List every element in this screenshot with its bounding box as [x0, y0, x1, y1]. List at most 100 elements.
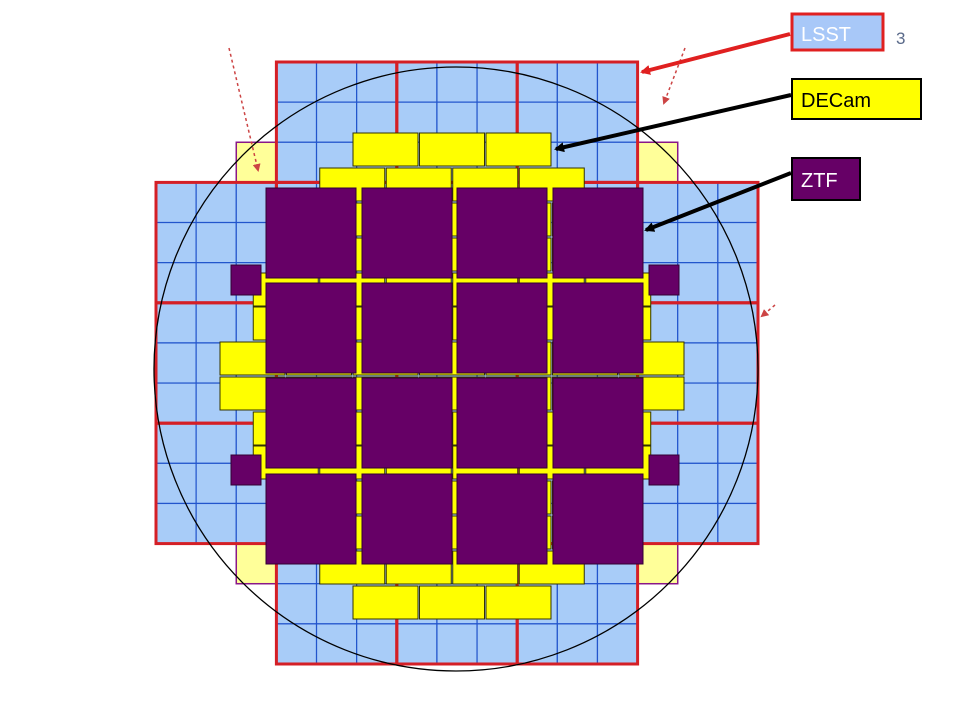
ztf-ccd [552, 377, 644, 469]
lsst-sensor [396, 623, 438, 665]
lsst-sensor [717, 502, 759, 545]
lsst-sensor [596, 61, 639, 103]
lsst-sensor [677, 221, 719, 264]
decam-label-text: DECam [801, 90, 871, 112]
lsst-sensor [275, 101, 318, 143]
ztf-ccd [552, 187, 644, 279]
lsst-label-box [790, 12, 885, 52]
decam-ccd [485, 132, 552, 167]
lsst-sensor [636, 221, 679, 264]
lsst-sensor [596, 141, 639, 183]
lsst-sensor [677, 502, 719, 545]
lsst-sensor [677, 262, 719, 304]
ztf-ccd [456, 377, 548, 469]
lsst-sensor [155, 302, 197, 344]
ztf-ccd [552, 282, 644, 374]
lsst-sensor [677, 422, 719, 464]
ztf-guide-ccd [648, 454, 680, 486]
lsst-sensor [476, 623, 518, 665]
lsst-sensor [717, 262, 759, 304]
lsst-sensor [155, 502, 197, 545]
ztf-ccd [361, 282, 453, 374]
lsst-sensor [717, 382, 759, 424]
corner-yellow-sensor [235, 141, 278, 184]
lsst-sensor [275, 623, 318, 665]
ztf-label-text: ZTF [801, 170, 838, 192]
lsst-sensor [195, 181, 237, 224]
lsst-sensor [195, 422, 237, 464]
ztf-guide-ccd [230, 454, 262, 486]
decam-ccd [419, 585, 485, 620]
lsst-sensor [155, 181, 197, 224]
lsst-sensor [155, 262, 197, 304]
decam-pointer-arrow [554, 93, 792, 153]
lsst-sensor [636, 181, 679, 224]
lsst-sensor [717, 342, 759, 384]
lsst-sensor [596, 583, 639, 625]
lsst-sensor [596, 623, 639, 665]
corner-yellow-sensor [636, 542, 679, 585]
field-of-view-circle [153, 66, 759, 672]
ztf-ccd [552, 473, 644, 565]
lsst-pointer-arrow [640, 32, 791, 75]
decam-label-box [791, 78, 922, 120]
lsst-sensor [636, 502, 679, 545]
decam-ccd [352, 585, 419, 620]
ztf-guide-ccd [230, 264, 262, 296]
lsst-sensor [516, 623, 558, 665]
lsst-sensor [556, 61, 599, 103]
ztf-guide-ccd [648, 264, 680, 296]
lsst-sensor [436, 623, 478, 665]
lsst-sensor [275, 141, 318, 183]
lsst-sensor [195, 221, 237, 264]
lsst-sensor [155, 382, 197, 424]
ztf-focal-plane [230, 187, 680, 565]
slide-page-number: 3 [896, 29, 906, 48]
dashed-pointer-upper-left [228, 47, 261, 172]
lsst-sensor [356, 623, 398, 665]
lsst-sensor [717, 221, 759, 264]
decam-ccd [485, 585, 552, 620]
lsst-sensor [195, 462, 237, 505]
corner-yellow-sensor [636, 141, 679, 184]
lsst-sensor [195, 502, 237, 545]
ztf-ccd [265, 282, 357, 374]
ztf-label-box [791, 157, 861, 201]
lsst-sensor [315, 101, 358, 143]
lsst-sensor [155, 422, 197, 464]
lsst-sensor [556, 623, 599, 665]
lsst-label-text: LSST [801, 24, 851, 46]
ztf-ccd [265, 473, 357, 565]
ztf-ccd [361, 473, 453, 565]
ztf-ccd [265, 187, 357, 279]
ztf-ccd [361, 377, 453, 469]
lsst-sensor [195, 302, 237, 344]
lsst-sensor [556, 101, 599, 143]
dashed-pointer-right [760, 304, 776, 318]
ztf-ccd [265, 377, 357, 469]
lsst-sensor [717, 462, 759, 505]
ztf-ccd [456, 187, 548, 279]
lsst-label: LSST [790, 12, 885, 52]
ztf-ccd [456, 282, 548, 374]
decam-label: DECam [791, 78, 922, 120]
ztf-label: ZTF [791, 157, 861, 201]
lsst-sensor [677, 302, 719, 344]
dashed-pointer-upper-right [662, 47, 686, 105]
ztf-ccd [361, 187, 453, 279]
decam-ccd [352, 132, 419, 167]
ztf-pointer-arrow [644, 171, 792, 232]
lsst-sensor [275, 61, 318, 103]
lsst-sensor [556, 583, 599, 625]
lsst-sensor [315, 61, 358, 103]
lsst-sensor [195, 262, 237, 304]
ztf-ccd [456, 473, 548, 565]
decam-ccd [419, 132, 485, 167]
lsst-sensor [315, 623, 358, 665]
lsst-sensor [155, 342, 197, 384]
lsst-sensor [315, 583, 358, 625]
lsst-sensor [677, 462, 719, 505]
lsst-sensor [275, 583, 318, 625]
